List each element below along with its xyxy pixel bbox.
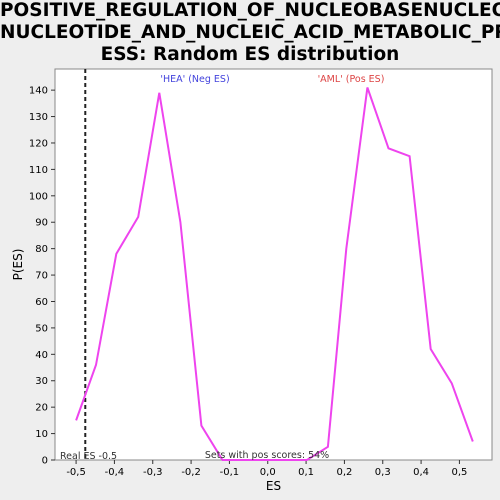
- x-tick-label: 0,1: [298, 467, 314, 478]
- pos-scores-label: Sets with pos scores: 54%: [205, 450, 329, 461]
- y-tick-label: 70: [35, 271, 48, 282]
- y-tick-label: 40: [35, 350, 48, 361]
- x-tick-label: -0,3: [143, 467, 163, 478]
- y-tick-label: 60: [35, 297, 48, 308]
- x-tick-label: 0,3: [375, 467, 391, 478]
- x-axis-title: ES: [266, 479, 281, 493]
- y-tick-label: 0: [42, 456, 48, 467]
- y-axis: 0 10 20 30 40 50 60 70 80 90 100 110 120 130 140: [29, 86, 55, 467]
- title-line-2: NUCLEOTIDE_AND_NUCLEIC_ACID_METABOLIC_PR…: [0, 22, 500, 43]
- x-tick-label: 0,0: [260, 467, 276, 478]
- series-line: [75, 87, 474, 461]
- y-tick-label: 20: [35, 403, 48, 414]
- chart-title: POSITIVE_REGULATION_OF_NUCLEOBASENUCLEOS…: [0, 0, 500, 66]
- pos-es-label: 'AML' (Pos ES): [318, 74, 385, 85]
- y-tick-label: 50: [35, 323, 48, 334]
- x-tick-label: -0,2: [181, 467, 201, 478]
- x-tick-label: -0,1: [220, 467, 240, 478]
- x-tick-label: 0,2: [336, 467, 352, 478]
- x-tick-label: 0,5: [451, 467, 467, 478]
- y-tick-label: 30: [35, 376, 48, 387]
- y-tick-label: 90: [35, 218, 48, 229]
- neg-es-label: 'HEA' (Neg ES): [160, 74, 229, 85]
- y-tick-label: 80: [35, 244, 48, 255]
- y-tick-label: 120: [29, 138, 48, 149]
- y-tick-label: 130: [29, 112, 48, 123]
- y-tick-label: 10: [35, 429, 48, 440]
- y-tick-label: 100: [29, 191, 48, 202]
- title-line-1: POSITIVE_REGULATION_OF_NUCLEOBASENUCLEOS…: [0, 0, 500, 21]
- x-tick-label: -0,5: [66, 467, 86, 478]
- x-axis: -0,5 -0,4 -0,3 -0,2 -0,1 0,0 0,1 0,2 0,3 0,4 0,5: [66, 460, 467, 478]
- y-tick-label: 140: [29, 86, 48, 97]
- y-tick-label: 110: [29, 165, 48, 176]
- plot-area: [54, 68, 493, 461]
- title-line-3: ESS: Random ES distribution: [100, 44, 400, 65]
- x-tick-label: 0,4: [413, 467, 429, 478]
- y-axis-title: P(ES): [11, 249, 25, 281]
- x-tick-label: -0,4: [105, 467, 125, 478]
- real-es-label: Real ES -0.5: [60, 451, 117, 462]
